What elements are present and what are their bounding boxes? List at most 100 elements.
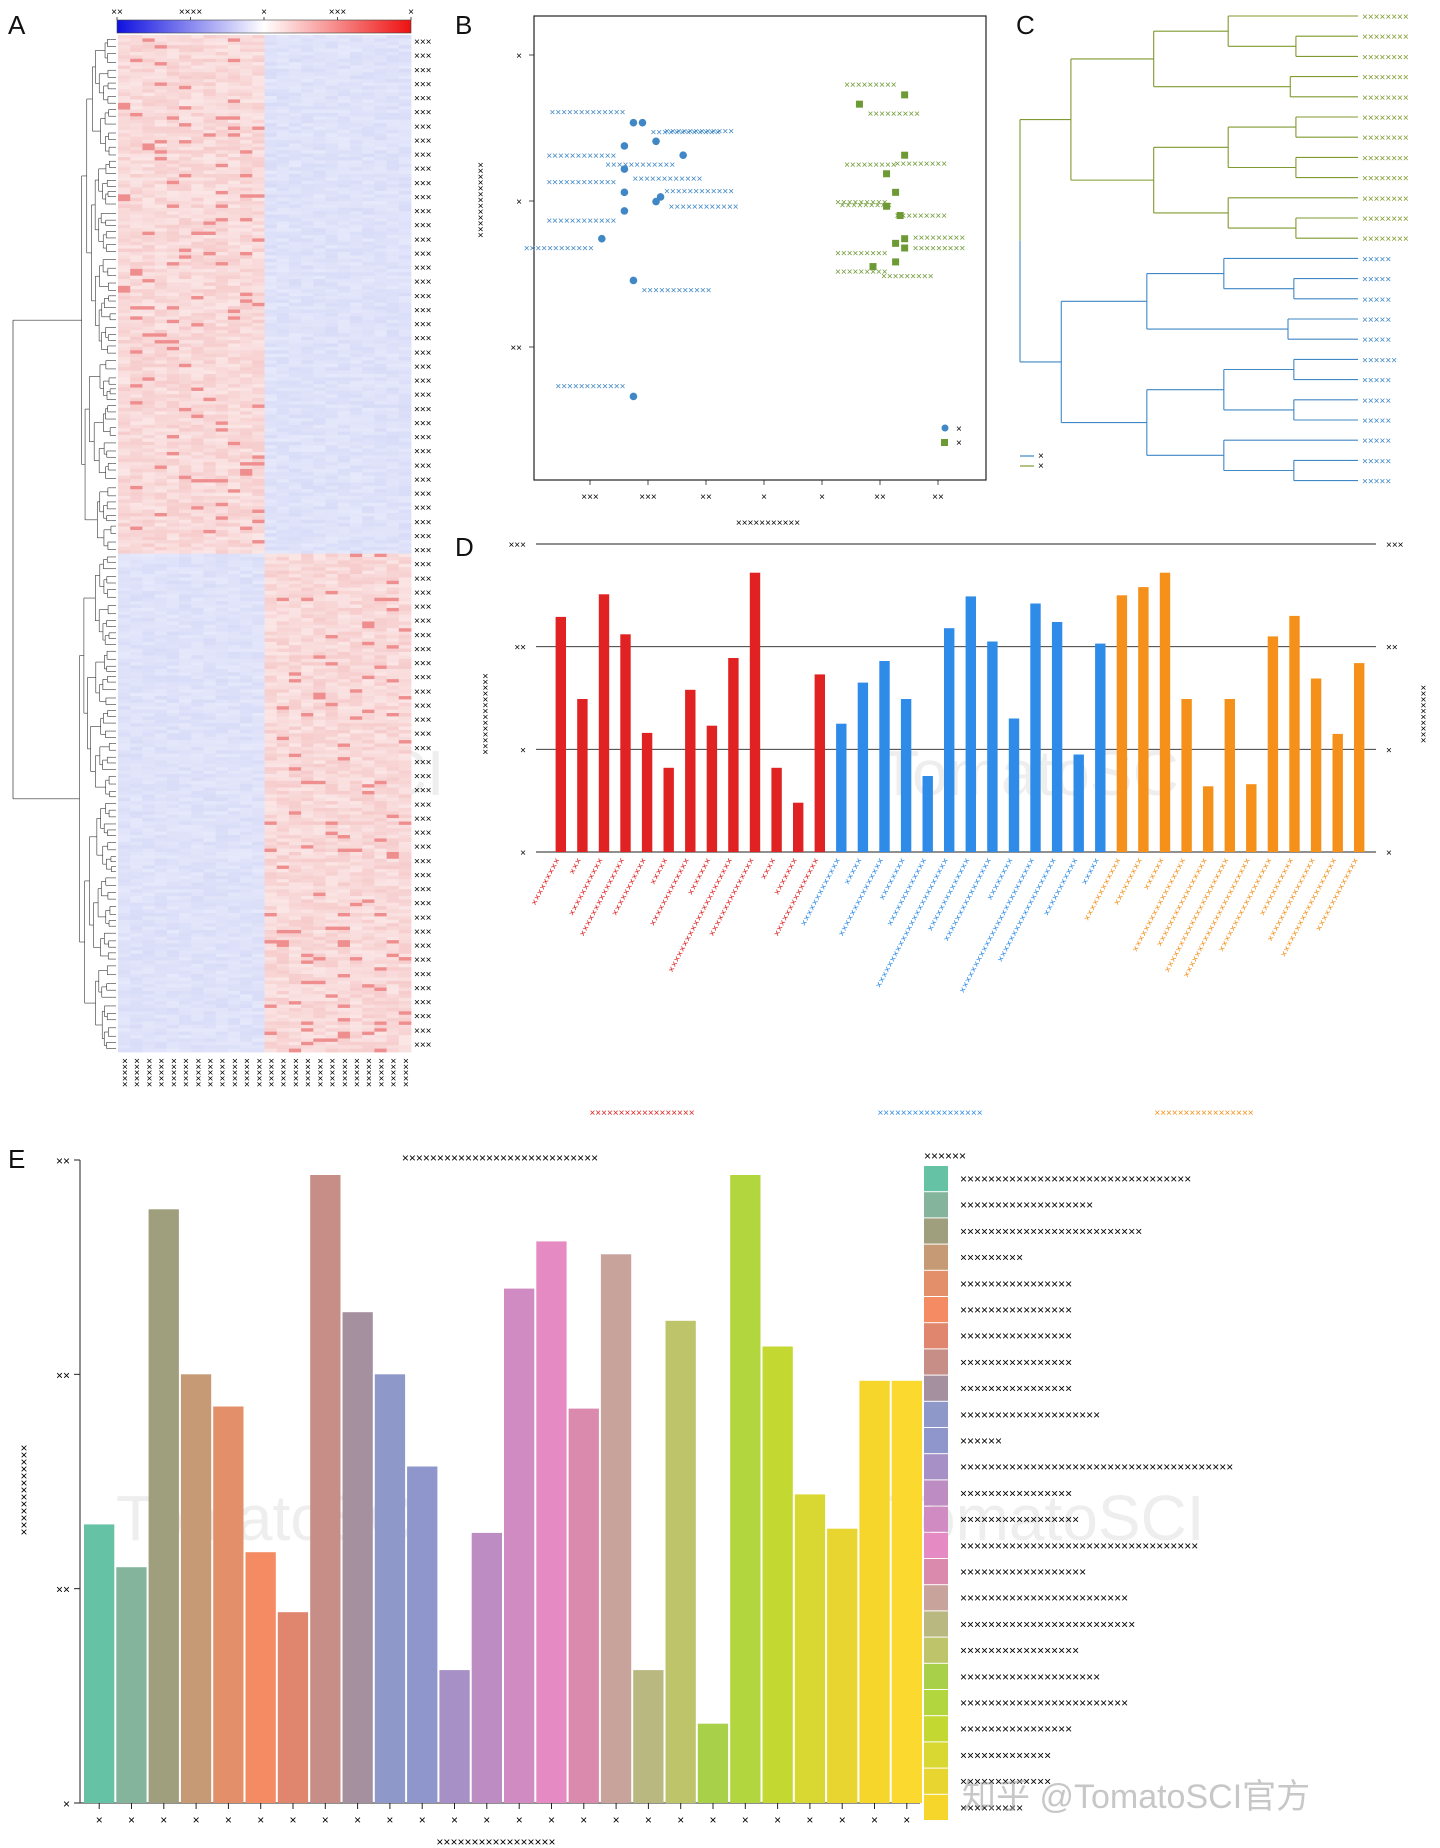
heatmap-cell xyxy=(313,129,326,134)
heatmap-cell xyxy=(215,492,229,497)
heatmap-cell xyxy=(398,468,412,473)
heatmap-cell xyxy=(301,424,314,429)
heatmap-cell xyxy=(276,197,290,202)
heatmap-cell xyxy=(386,292,400,297)
heatmap-cell xyxy=(301,506,314,510)
heatmap-cell xyxy=(264,160,278,165)
heatmap-cell xyxy=(362,262,375,266)
heatmap-cell xyxy=(227,75,241,80)
heatmap-cell xyxy=(313,133,326,138)
heatmap-cell xyxy=(337,336,351,341)
heatmap-cell xyxy=(301,363,314,368)
heatmap-cell xyxy=(191,367,204,372)
heatmap-cell xyxy=(288,48,302,53)
heatmap-cell xyxy=(276,635,290,639)
heatmap-cell xyxy=(386,319,400,324)
heatmap-cell xyxy=(374,485,387,490)
heatmap-cell xyxy=(288,492,302,497)
heatmap-cell xyxy=(130,163,143,168)
heatmap-cell xyxy=(337,72,351,77)
heatmap-cell xyxy=(386,99,400,104)
heatmap-cell xyxy=(191,451,204,456)
heatmap-cell xyxy=(276,289,290,294)
heatmap-cell xyxy=(227,631,241,636)
heatmap-cell xyxy=(179,401,192,405)
heatmap-cell xyxy=(276,380,290,385)
heatmap-cell xyxy=(301,499,314,504)
heatmap-cell xyxy=(276,85,290,90)
heatmap-cell xyxy=(386,516,400,521)
heatmap-cell xyxy=(325,170,339,175)
heatmap-cell xyxy=(349,529,363,534)
heatmap-cell xyxy=(240,536,253,541)
heatmap-cell xyxy=(191,628,204,633)
heatmap-cell xyxy=(130,258,143,263)
heatmap-cell xyxy=(142,394,156,399)
heatmap-cell xyxy=(337,526,351,531)
heatmap-cell xyxy=(337,597,351,602)
heatmap-cell xyxy=(142,326,156,331)
heatmap-cell xyxy=(264,512,278,517)
heatmap-cell xyxy=(349,387,363,392)
heatmap-cell xyxy=(118,512,131,517)
heatmap-cell xyxy=(374,350,387,355)
heatmap-cell xyxy=(179,68,192,73)
heatmap-cell xyxy=(118,79,131,83)
heatmap-cell xyxy=(288,485,302,490)
heatmap-cell xyxy=(264,201,278,205)
heatmap-cell xyxy=(118,85,131,90)
heatmap-cell xyxy=(118,99,131,104)
heatmap-cell xyxy=(240,377,253,382)
heatmap-cell xyxy=(264,584,278,588)
heatmap-cell xyxy=(130,604,143,609)
heatmap-cell xyxy=(276,228,290,233)
heatmap-cell xyxy=(349,282,363,287)
heatmap-cell xyxy=(313,340,326,344)
heatmap-cell xyxy=(166,109,180,114)
heatmap-cell xyxy=(252,160,265,165)
heatmap-cell xyxy=(337,99,351,104)
heatmap-cell xyxy=(325,167,339,171)
heatmap-cell xyxy=(374,238,387,243)
heatmap-cell xyxy=(179,557,192,561)
heatmap-cell xyxy=(130,641,143,646)
heatmap-cell xyxy=(118,133,131,138)
heatmap-cell xyxy=(398,106,412,110)
heatmap-cell xyxy=(374,194,387,199)
heatmap-cell xyxy=(130,133,143,138)
heatmap-cell xyxy=(313,75,326,80)
heatmap-cell xyxy=(301,170,314,175)
heatmap-cell xyxy=(374,512,387,517)
heatmap-cell xyxy=(288,367,302,372)
heatmap-cell xyxy=(313,319,326,324)
heatmap-cell xyxy=(276,590,290,595)
heatmap-cell xyxy=(337,397,351,402)
heatmap-cell xyxy=(337,279,351,283)
heatmap-cell xyxy=(154,319,168,324)
heatmap-cell xyxy=(142,428,156,433)
heatmap-cell xyxy=(276,350,290,355)
heatmap-cell xyxy=(215,553,229,558)
heatmap-cell xyxy=(252,502,265,507)
heatmap-cell xyxy=(166,248,180,253)
heatmap-cell xyxy=(142,194,156,199)
heatmap-cell xyxy=(203,479,217,483)
heatmap-cell xyxy=(398,465,412,470)
heatmap-cell xyxy=(166,218,180,222)
heatmap-cell xyxy=(301,99,314,104)
heatmap-cell xyxy=(398,197,412,202)
heatmap-cell xyxy=(288,235,302,239)
heatmap-cell xyxy=(227,133,241,138)
heatmap-cell xyxy=(398,326,412,331)
heatmap-cell xyxy=(252,51,265,56)
heatmap-cell xyxy=(227,289,241,294)
heatmap-cell xyxy=(154,279,168,283)
heatmap-cell xyxy=(301,455,314,460)
heatmap-cell xyxy=(276,533,290,538)
heatmap-cell xyxy=(179,441,192,446)
heatmap-cell xyxy=(203,462,217,466)
heatmap-cell xyxy=(227,99,241,104)
heatmap-cell xyxy=(288,96,302,100)
heatmap-cell xyxy=(362,163,375,168)
heatmap-cell xyxy=(154,170,168,175)
